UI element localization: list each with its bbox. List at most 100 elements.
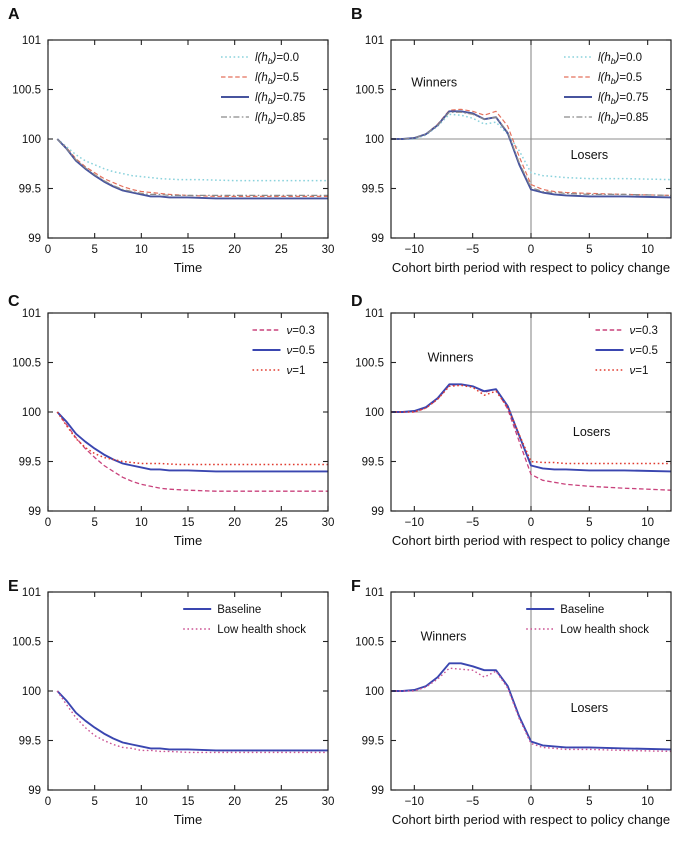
panel-e-chart: 0 5 10 15 20 25 30 99 99.5 100 100.5 101 Time Baselin… xyxy=(12,587,335,827)
svg-text:ν=1: ν=1 xyxy=(287,365,306,377)
svg-text:0: 0 xyxy=(45,796,51,808)
svg-text:99: 99 xyxy=(371,506,384,518)
svg-text:99: 99 xyxy=(371,785,384,797)
svg-text:10: 10 xyxy=(135,517,148,529)
svg-text:100.5: 100.5 xyxy=(355,85,384,97)
svg-text:25: 25 xyxy=(275,517,288,529)
svg-text:99.5: 99.5 xyxy=(19,184,41,196)
svg-text:101: 101 xyxy=(22,587,41,599)
svg-text:99.5: 99.5 xyxy=(19,736,41,748)
svg-text:Losers: Losers xyxy=(571,148,609,162)
svg-text:l(hb)=0.75: l(hb)=0.75 xyxy=(598,92,648,106)
svg-text:Low health shock: Low health shock xyxy=(560,624,649,636)
svg-text:100.5: 100.5 xyxy=(355,637,384,649)
svg-text:10: 10 xyxy=(135,796,148,808)
svg-text:Winners: Winners xyxy=(428,351,474,365)
svg-text:5: 5 xyxy=(91,517,97,529)
svg-text:20: 20 xyxy=(228,796,241,808)
svg-text:ν=1: ν=1 xyxy=(630,365,649,377)
svg-text:Losers: Losers xyxy=(571,701,609,715)
svg-text:l(hb)=0.5: l(hb)=0.5 xyxy=(598,72,642,86)
svg-text:Baseline: Baseline xyxy=(217,604,261,616)
svg-text:ν=0.5: ν=0.5 xyxy=(287,345,315,357)
svg-text:15: 15 xyxy=(182,244,195,256)
svg-text:0: 0 xyxy=(45,517,51,529)
svg-text:−10: −10 xyxy=(405,244,425,256)
svg-text:100: 100 xyxy=(365,134,384,146)
svg-text:10: 10 xyxy=(641,244,654,256)
svg-text:−5: −5 xyxy=(466,244,479,256)
svg-text:0: 0 xyxy=(45,244,51,256)
svg-text:ν=0.3: ν=0.3 xyxy=(287,325,315,337)
panel-e-letter: E xyxy=(8,578,19,595)
svg-text:100: 100 xyxy=(22,686,41,698)
svg-text:Time: Time xyxy=(174,260,202,275)
svg-text:101: 101 xyxy=(365,35,384,47)
svg-text:ν=0.5: ν=0.5 xyxy=(630,345,658,357)
svg-text:Baseline: Baseline xyxy=(560,604,604,616)
panel-f-letter: F xyxy=(351,578,361,595)
svg-text:99: 99 xyxy=(28,785,41,797)
svg-text:−10: −10 xyxy=(405,796,425,808)
svg-text:99.5: 99.5 xyxy=(362,457,384,469)
svg-text:l(hb)=0.85: l(hb)=0.85 xyxy=(255,112,305,126)
svg-text:100: 100 xyxy=(365,686,384,698)
panel-d: D −10 −5 0 5 10 99 99.5 100 100.5 101 Cohort birth… xyxy=(343,285,685,570)
svg-text:101: 101 xyxy=(365,308,384,320)
panel-e: E 0 5 10 15 20 25 30 99 99.5 100 100.5 101 Time Basel… xyxy=(0,570,342,863)
svg-text:99.5: 99.5 xyxy=(362,736,384,748)
svg-text:101: 101 xyxy=(22,35,41,47)
svg-text:10: 10 xyxy=(641,796,654,808)
panel-b-letter: B xyxy=(351,6,363,23)
svg-text:30: 30 xyxy=(322,796,335,808)
svg-text:100.5: 100.5 xyxy=(355,358,384,370)
svg-text:5: 5 xyxy=(586,244,592,256)
svg-text:Low health shock: Low health shock xyxy=(217,624,306,636)
svg-text:101: 101 xyxy=(22,308,41,320)
panel-d-chart: −10 −5 0 5 10 99 99.5 100 100.5 101 Cohort birth p… xyxy=(355,308,672,548)
svg-text:100: 100 xyxy=(365,407,384,419)
svg-text:Winners: Winners xyxy=(411,76,457,90)
svg-text:100: 100 xyxy=(22,407,41,419)
panel-f: F −10 −5 0 5 10 99 99.5 100 100.5 101 Cohort birth… xyxy=(343,570,685,863)
svg-text:10: 10 xyxy=(135,244,148,256)
svg-text:15: 15 xyxy=(182,796,195,808)
svg-text:100.5: 100.5 xyxy=(12,637,41,649)
svg-text:Cohort birth period with respe: Cohort birth period with respect to poli… xyxy=(392,812,670,827)
svg-text:Time: Time xyxy=(174,533,202,548)
svg-text:0: 0 xyxy=(528,796,534,808)
svg-text:Winners: Winners xyxy=(421,630,467,644)
panel-f-chart: −10 −5 0 5 10 99 99.5 100 100.5 101 Cohort birth p… xyxy=(355,587,672,827)
svg-text:20: 20 xyxy=(228,517,241,529)
svg-text:30: 30 xyxy=(322,517,335,529)
svg-text:Cohort birth period with respe: Cohort birth period with respect to poli… xyxy=(392,260,670,275)
svg-text:5: 5 xyxy=(91,796,97,808)
panel-c-letter: C xyxy=(8,293,20,310)
panel-b-chart: −10 −5 0 5 10 99 99.5 100 100.5 101 Cohort birth p… xyxy=(355,35,672,275)
panel-c: C 0 5 10 15 20 25 30 99 99.5 100 100.5 101 Time ν=0.3… xyxy=(0,285,342,570)
svg-text:ν=0.3: ν=0.3 xyxy=(630,325,658,337)
panel-a-chart: 0 5 10 15 20 25 30 99 99.5 100 100.5 101 Time l(hb)=0… xyxy=(12,35,335,275)
svg-text:99: 99 xyxy=(371,233,384,245)
svg-text:25: 25 xyxy=(275,796,288,808)
panel-d-letter: D xyxy=(351,293,363,310)
svg-text:101: 101 xyxy=(365,587,384,599)
svg-text:l(hb)=0.75: l(hb)=0.75 xyxy=(255,92,305,106)
svg-text:l(hb)=0.85: l(hb)=0.85 xyxy=(598,112,648,126)
svg-text:5: 5 xyxy=(91,244,97,256)
svg-text:Losers: Losers xyxy=(573,425,611,439)
svg-text:15: 15 xyxy=(182,517,195,529)
svg-text:99: 99 xyxy=(28,233,41,245)
svg-text:0: 0 xyxy=(528,517,534,529)
svg-text:100.5: 100.5 xyxy=(12,358,41,370)
svg-text:0: 0 xyxy=(528,244,534,256)
svg-text:l(hb)=0.0: l(hb)=0.0 xyxy=(598,52,642,66)
panel-c-chart: 0 5 10 15 20 25 30 99 99.5 100 100.5 101 Time ν=0.3 ν=… xyxy=(12,308,335,548)
svg-text:l(hb)=0.0: l(hb)=0.0 xyxy=(255,52,299,66)
svg-text:5: 5 xyxy=(586,517,592,529)
svg-text:−5: −5 xyxy=(466,796,479,808)
svg-text:99.5: 99.5 xyxy=(19,457,41,469)
panel-a: A 0 5 10 15 20 25 30 99 99.5 100 100.5 101 Time l(hb)… xyxy=(0,0,342,285)
svg-text:30: 30 xyxy=(322,244,335,256)
